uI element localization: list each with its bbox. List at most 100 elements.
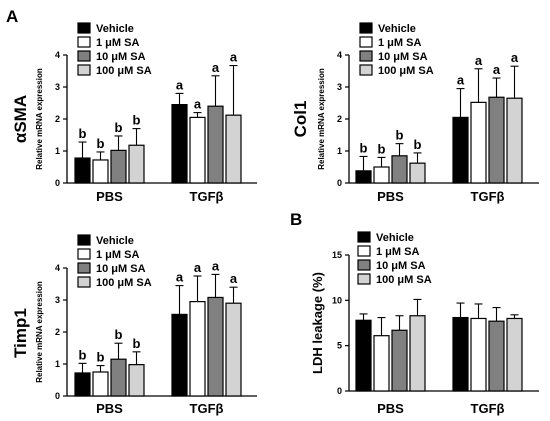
y-tick-label: 4 [55, 263, 60, 273]
bar-pbs-series-0 [355, 319, 372, 392]
legend-label: 10 μM SA [378, 51, 428, 63]
y-axis-label: Relative mRNA expression [35, 281, 44, 383]
y-tick-label: 3 [55, 295, 60, 305]
significance-letter: b [360, 140, 368, 155]
significance-letter: a [176, 270, 184, 285]
gene-label: Col1 [291, 101, 310, 138]
y-tick-label: 0 [55, 178, 60, 188]
legend-label: Vehicle [378, 23, 416, 35]
category-label: PBS [377, 189, 404, 204]
bar-tgf-series-0 [452, 116, 469, 184]
bar-tgf-series-1 [470, 101, 487, 184]
y-axis-label: Relative mRNA expression [317, 68, 326, 170]
significance-letter: b [115, 120, 123, 135]
legend-swatch [359, 50, 373, 62]
bar-pbs-series-0 [74, 372, 91, 397]
bar-pbs-series-2 [110, 149, 127, 184]
significance-letter: b [378, 141, 386, 156]
legend-label: 10 μM SA [96, 263, 146, 275]
bar-pbs-series-1 [92, 371, 109, 397]
y-tick-label: 4 [337, 50, 342, 60]
y-axis-label: Relative mRNA expression [35, 68, 44, 170]
bar-pbs-series-1 [373, 335, 390, 392]
significance-letter: b [133, 336, 141, 351]
bar-tgf-series-0 [452, 316, 469, 392]
y-tick-label: 10 [332, 295, 342, 305]
significance-letter: a [230, 271, 238, 286]
y-tick-label: 2 [55, 114, 60, 124]
significance-letter: a [457, 73, 465, 88]
bar-tgf-series-3 [506, 97, 523, 184]
legend-swatch [77, 64, 91, 76]
y-tick-label: 0 [337, 178, 342, 188]
significance-letter: b [97, 136, 105, 151]
y-tick-label: 0 [337, 386, 342, 396]
significance-letter: b [79, 347, 87, 362]
category-label: PBS [96, 401, 123, 416]
legend-label: 1 μM SA [96, 249, 139, 261]
significance-letter: a [194, 260, 202, 275]
legend-swatch [77, 262, 91, 274]
bar-tgf-series-2 [207, 105, 224, 184]
y-tick-label: 2 [337, 114, 342, 124]
bar-pbs-series-2 [391, 155, 408, 184]
bar-pbs-series-3 [128, 144, 145, 184]
legend-swatch [77, 234, 91, 246]
legend-swatch [77, 22, 91, 34]
y-tick-label: 4 [55, 50, 60, 60]
gene-label: αSMA [11, 95, 30, 143]
legend-label: 1 μM SA [96, 37, 139, 49]
legend-label: 100 μM SA [378, 65, 434, 77]
significance-letter: b [414, 137, 422, 152]
legend-swatch [357, 273, 371, 285]
y-tick-label: 3 [55, 82, 60, 92]
bar-tgf-series-2 [488, 96, 505, 184]
bar-pbs-series-1 [373, 166, 390, 184]
y-tick-label: 1 [55, 146, 60, 156]
legend-label: Vehicle [96, 23, 134, 35]
bar-tgf-series-0 [171, 103, 188, 184]
category-label: TGFβ [190, 401, 224, 416]
legend-swatch [77, 50, 91, 62]
y-tick-label: 1 [55, 359, 60, 369]
bar-pbs-series-2 [391, 329, 408, 392]
legend-swatch [357, 259, 371, 271]
panel-label-b: B [290, 210, 302, 229]
bar-tgf-series-1 [189, 116, 206, 184]
y-tick-label: 2 [55, 327, 60, 337]
significance-letter: b [133, 113, 141, 128]
bar-pbs-series-0 [74, 157, 91, 184]
category-label: TGFβ [471, 189, 505, 204]
bar-pbs-series-3 [409, 162, 426, 184]
bar-pbs-series-3 [128, 364, 145, 397]
significance-letter: a [493, 62, 501, 77]
category-label: PBS [377, 401, 404, 416]
bar-tgf-series-3 [225, 302, 242, 397]
chart-ldh: LDH leakage (%) 0 5 10 15 PBS TGFβ Vehicle 1 μM … [310, 231, 539, 416]
bar-pbs-series-2 [110, 358, 127, 397]
y-tick-label: 0 [55, 391, 60, 401]
legend-label: 100 μM SA [96, 277, 152, 289]
bar-tgf-series-1 [470, 317, 487, 392]
legend-label: 100 μM SA [376, 274, 432, 286]
y-tick-label: 5 [337, 341, 342, 351]
bar-tgf-series-3 [506, 317, 523, 392]
significance-letter: b [396, 128, 404, 143]
category-label: PBS [96, 189, 123, 204]
legend-swatch [77, 36, 91, 48]
bar-tgf-series-0 [171, 313, 188, 397]
legend-label: 100 μM SA [96, 65, 152, 77]
category-label: TGFβ [190, 189, 224, 204]
significance-letter: a [475, 53, 483, 68]
significance-letter: b [97, 350, 105, 365]
legend-swatch [77, 276, 91, 288]
bar-pbs-series-0 [355, 170, 372, 184]
y-axis-label: LDH leakage (%) [310, 272, 325, 374]
bar-tgf-series-1 [189, 301, 206, 397]
legend-label: Vehicle [376, 232, 414, 244]
legend-swatch [77, 248, 91, 260]
bar-tgf-series-2 [488, 320, 505, 392]
